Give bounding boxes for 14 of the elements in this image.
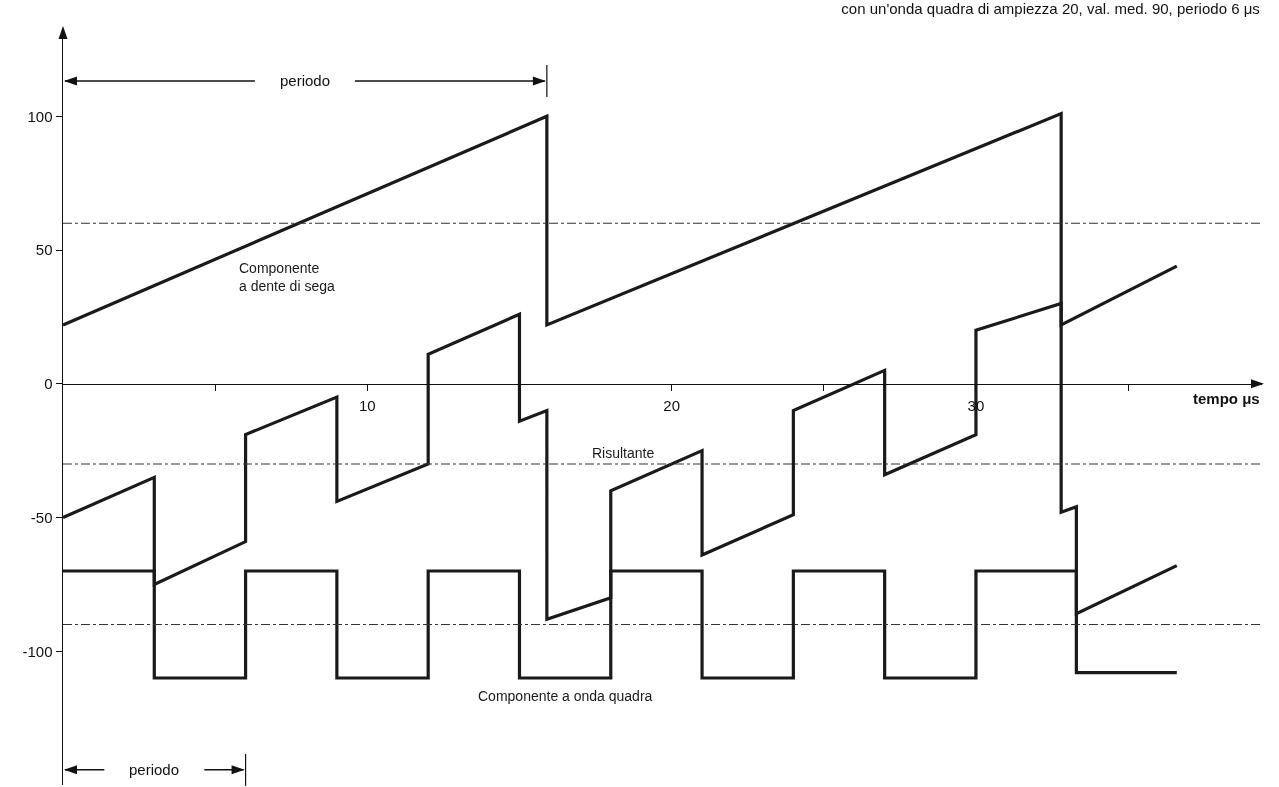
y-tick-label: -100 (22, 642, 53, 660)
y-tick-label: 0 (44, 375, 53, 393)
chart-title: con un'onda quadra di ampiezza 20, val. med. 90, periodo 6 μs (841, 0, 1260, 18)
y-tick-label: 50 (35, 241, 53, 259)
series-label: Risultante (592, 445, 655, 461)
y-tick-label: -50 (30, 508, 53, 526)
annotation: periodo (129, 761, 180, 778)
x-tick-label: 10 (358, 397, 376, 415)
series-label: Componente a onda quadra (478, 688, 653, 704)
y-tick-label: 100 (27, 107, 53, 125)
x-tick-label: 20 (663, 397, 680, 415)
series-label: Componente a dente di sega (239, 260, 335, 295)
annotation: periodo (280, 72, 331, 89)
x-axis-title: tempo μs (1193, 390, 1260, 407)
